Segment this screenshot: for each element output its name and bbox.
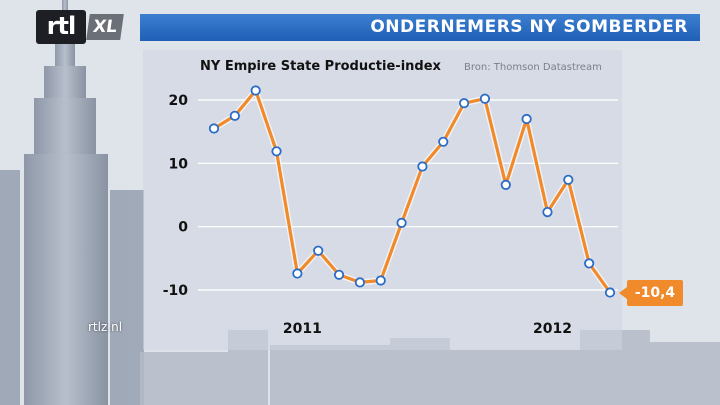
y-tick-label: -10 <box>163 283 189 299</box>
data-point <box>459 98 470 109</box>
data-point <box>584 258 595 269</box>
callout-pointer <box>619 287 627 299</box>
chart-source: Bron: Thomson Datastream <box>464 62 602 73</box>
rtl-xl-logo: rtl XL <box>36 10 124 44</box>
chart-title: NY Empire State Productie-index <box>200 59 441 74</box>
data-point <box>542 207 553 218</box>
y-tick-label: 0 <box>178 220 188 236</box>
series-line <box>213 88 612 294</box>
data-point <box>479 93 491 104</box>
data-point <box>271 146 282 157</box>
data-point <box>375 275 386 286</box>
data-point <box>500 179 511 190</box>
skyline-left <box>0 170 144 405</box>
x-year-label: 2011 <box>283 321 322 337</box>
data-point <box>333 269 345 280</box>
data-point <box>313 245 324 256</box>
data-point <box>521 113 532 125</box>
empire-state-building <box>24 0 108 405</box>
data-point <box>396 217 407 228</box>
x-year-label: 2012 <box>533 321 572 337</box>
data-point <box>250 85 261 96</box>
data-point <box>292 268 303 279</box>
data-point <box>208 123 220 134</box>
last-value-callout: -10,4 <box>627 280 683 306</box>
data-point <box>354 277 365 288</box>
headline-bar: ONDERNEMERS NY SOMBERDER <box>140 14 700 41</box>
site-url: rtlz.nl <box>88 320 123 334</box>
data-point <box>417 161 428 172</box>
y-tick-label: 20 <box>169 93 189 109</box>
data-point <box>229 110 240 121</box>
y-tick-label: 10 <box>169 156 189 172</box>
data-point <box>563 174 574 185</box>
headline: ONDERNEMERS NY SOMBERDER <box>370 17 688 37</box>
logo-rtl: rtl <box>36 10 86 44</box>
data-point <box>604 287 616 298</box>
data-point <box>438 136 449 147</box>
